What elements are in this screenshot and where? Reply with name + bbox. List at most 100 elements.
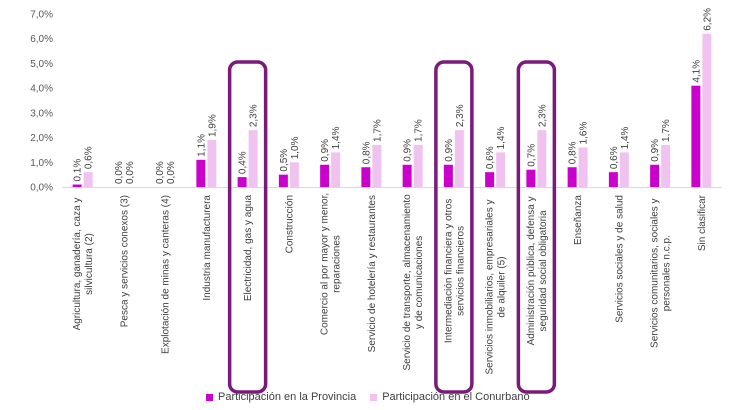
legend-label-provincia: Participación en la Provincia [218,391,357,403]
bar-conurbano [207,140,217,187]
y-tick-label: 3,0% [30,108,53,119]
category-label: Industria manufacturera [202,195,213,301]
category-label-line: reparaciones [332,235,343,293]
bar-conurbano [537,130,547,187]
category-label: Servicio de transporte, almacenamientoy … [402,194,425,371]
category-label-line: personales n.c.p. [662,235,673,311]
bar-provincia [650,164,660,187]
category-label-line: Intermediación financiera y otros [443,199,454,344]
legend-swatch-provincia [206,393,213,401]
category-label-line: Servicios sociales y de salud [614,195,625,323]
category-label-line: Comercio al por mayor y menor, [320,193,331,335]
data-label: 0,6% [485,146,496,169]
data-label: 0,4% [238,151,249,174]
category-label: Intermediación financiera y otrosservici… [443,199,466,344]
bar-provincia [196,159,206,187]
bar-provincia [608,172,618,187]
legend-swatch-conurbano [370,393,378,401]
bar-provincia [278,174,288,187]
data-label: 1,7% [372,119,383,142]
chart-legend: Participación en la Provincia Participac… [206,391,530,403]
bar-provincia [526,169,536,187]
category-label: Construcción [284,195,295,253]
category-label: Servicios comunitarios, sociales yperson… [650,198,673,348]
y-tick-label: 6,0% [30,34,53,45]
bar-conurbano [619,152,629,187]
category-label: Sin clasificar [697,194,708,251]
data-label: 1,7% [661,119,672,142]
data-label: 1,0% [290,136,301,159]
category-label-line: Explotación de minas y canteras (4) [161,195,172,354]
data-label: 0,8% [361,141,372,164]
bar-provincia [361,167,371,187]
data-label: 0,0% [125,161,136,184]
data-label: 1,7% [414,119,425,142]
category-label: Explotación de minas y canteras (4) [161,195,172,354]
category-label: Comercio al por mayor y menor,reparacion… [320,193,343,335]
data-label: 2,3% [249,104,260,127]
category-label: Servicios inmobiliarios, empresariales y… [485,199,508,374]
data-label: 0,6% [609,146,620,169]
legend-item-conurbano: Participación en el Conurbano [370,391,530,403]
category-label-line: Servicios inmobiliarios, empresariales y [485,199,496,374]
highlight-box [516,60,557,394]
data-label: 0,0% [114,161,125,184]
category-label-line: Servicios comunitarios, sociales y [650,198,661,348]
category-label: Enseñanza [573,195,584,245]
category-label-line: seguridad social obligatoria [538,210,549,332]
category-label-line: Servicio de transporte, almacenamiento [402,194,413,371]
legend-label-conurbano: Participación en el Conurbano [382,391,530,403]
y-tick-label: 7,0% [30,10,53,21]
bar-provincia [691,85,701,187]
highlight-box [227,60,268,394]
data-label: 1,4% [620,126,631,149]
legend-item-provincia: Participación en la Provincia [206,391,356,403]
bar-conurbano [289,162,299,187]
bar-conurbano [702,33,712,188]
data-label: 0,9% [444,139,455,162]
bar-conurbano [661,144,671,187]
category-label-line: servicios financieros [455,226,466,316]
data-label: 1,9% [207,114,218,137]
category-label: Servicios sociales y de salud [614,195,625,323]
bar-conurbano [578,147,588,187]
bar-conurbano [83,172,93,187]
category-label-line: Administración pública, defensa y [526,196,537,345]
data-label: 0,0% [166,161,177,184]
bar-provincia [402,164,412,187]
bar-conurbano [331,152,341,187]
data-label: 1,4% [331,126,342,149]
category-label-line: Servicio de hotelería y restaurantes [367,195,378,352]
data-label: 2,3% [455,104,466,127]
category-label: Pesca y servicios conexos (3) [119,195,130,327]
category-label: Servicio de hotelería y restaurantes [367,195,378,352]
bar-provincia [485,172,495,187]
bar-conurbano [496,152,506,187]
data-label: 0,0% [155,161,166,184]
category-label-line: Construcción [284,195,295,253]
category-label-line: Pesca y servicios conexos (3) [119,195,130,327]
data-label: 0,9% [650,139,661,162]
data-label: 2,3% [537,104,548,127]
data-label: 4,1% [691,60,702,83]
bar-provincia [443,164,453,187]
y-tick-label: 5,0% [30,59,53,70]
y-tick-label: 0,0% [30,183,53,194]
bar-provincia [72,184,82,187]
bar-provincia [237,177,247,187]
category-label-line: Electricidad, gas y agua [243,195,254,302]
data-label: 0,1% [73,159,84,182]
bar-provincia [567,167,577,187]
category-label: Administración pública, defensa ysegurid… [526,196,549,345]
category-label-line: y de comunicaciones [414,236,425,329]
data-label: 0,7% [526,144,537,167]
data-label: 1,6% [579,122,590,145]
data-label: 0,6% [84,146,95,169]
highlight-box [434,60,474,394]
bar-conurbano [413,144,423,187]
category-label-line: de alquiler (5) [497,256,508,317]
data-label: 6,2% [702,8,713,31]
y-tick-label: 4,0% [30,84,53,95]
bar-conurbano [454,130,464,187]
